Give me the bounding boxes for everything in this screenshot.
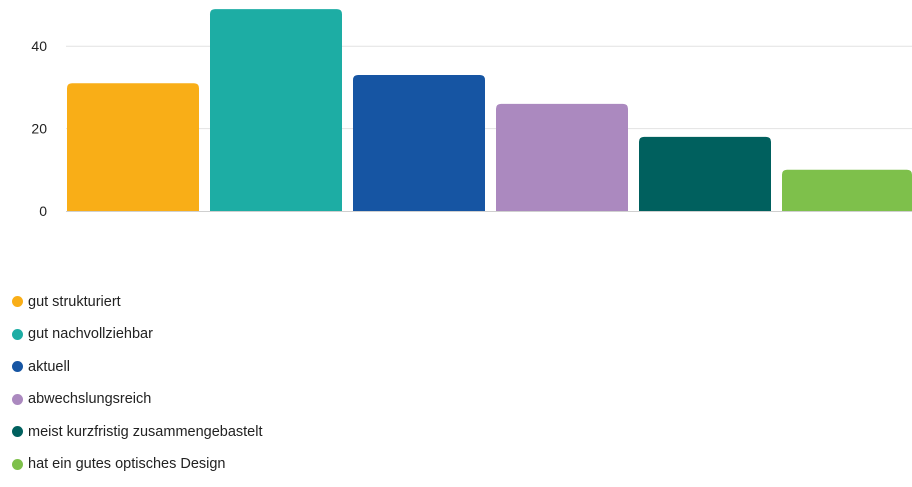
legend-item: meist kurzfristig zusammengebastelt bbox=[12, 422, 263, 441]
legend-label: meist kurzfristig zusammengebastelt bbox=[28, 423, 263, 440]
legend: gut strukturiert gut nachvollziehbar akt… bbox=[12, 292, 263, 487]
bars bbox=[67, 9, 912, 212]
legend-label: gut strukturiert bbox=[28, 293, 121, 310]
legend-dot-icon bbox=[12, 296, 23, 307]
legend-item: aktuell bbox=[12, 357, 263, 376]
legend-dot-icon bbox=[12, 328, 23, 340]
bar bbox=[496, 103, 628, 211]
bar bbox=[67, 83, 199, 211]
y-tick-label: 20 bbox=[31, 121, 47, 137]
bar bbox=[353, 75, 485, 211]
legend-item: abwechslungsreich bbox=[12, 390, 263, 409]
legend-item: gut strukturiert bbox=[12, 292, 263, 311]
y-tick-label: 40 bbox=[31, 38, 47, 54]
legend-label: hat ein gutes optisches Design bbox=[28, 456, 226, 472]
y-axis: 0 20 40 bbox=[31, 38, 47, 219]
bar-chart: 0 20 40 bbox=[31, 9, 912, 219]
legend-dot-icon bbox=[12, 426, 23, 437]
legend-item: hat ein gutes optisches Design bbox=[12, 455, 263, 474]
legend-item: gut nachvollziehbar bbox=[12, 325, 263, 344]
legend-label: abwechslungsreich bbox=[28, 391, 152, 407]
bar bbox=[782, 169, 912, 211]
legend-dot-icon bbox=[12, 393, 23, 405]
y-tick-label: 0 bbox=[39, 203, 47, 219]
gridlines bbox=[66, 45, 912, 130]
bar bbox=[639, 136, 771, 211]
legend-label: gut nachvollziehbar bbox=[28, 326, 153, 342]
legend-label: aktuell bbox=[28, 358, 70, 375]
bar bbox=[210, 9, 342, 212]
legend-dot-icon bbox=[12, 458, 23, 470]
legend-dot-icon bbox=[12, 361, 23, 372]
